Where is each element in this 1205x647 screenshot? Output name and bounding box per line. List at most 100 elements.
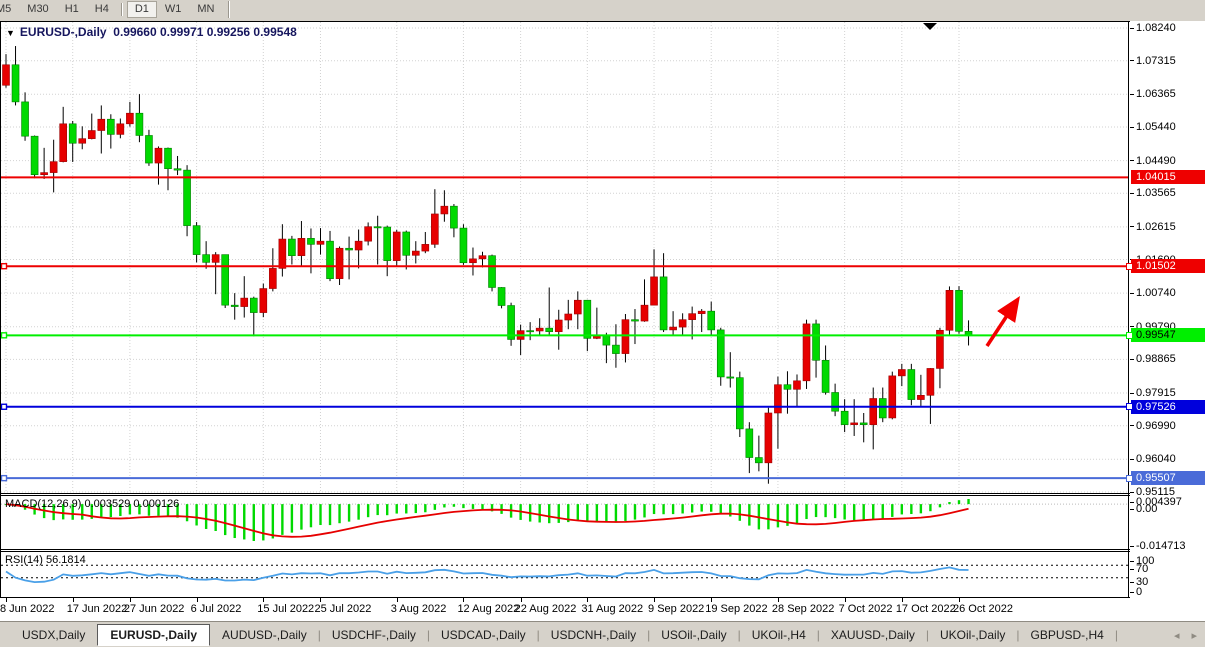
hline-handle[interactable] — [1, 474, 8, 482]
tab-UKOil-Daily[interactable]: UKOil-,Daily — [940, 627, 1006, 642]
tf-button-h1[interactable]: H1 — [64, 3, 79, 15]
tab-USDX-Daily[interactable]: USDX,Daily — [22, 627, 86, 642]
price-scale[interactable]: 1.08240 1.07315 1.06365 1.05440 1.04490 1.035… — [1126, 21, 1205, 618]
macd-histogram-bar — [729, 504, 732, 517]
candle — [926, 368, 935, 424]
candle — [612, 324, 620, 368]
candle — [278, 224, 287, 277]
tf-button-mn[interactable]: MN — [197, 3, 215, 15]
hline-handle[interactable] — [1126, 474, 1133, 482]
date-label: 3 Aug 2022 — [390, 603, 447, 615]
candle — [354, 229, 363, 269]
macd-histogram-bar — [281, 504, 284, 535]
hline-handle[interactable] — [1126, 403, 1133, 411]
main-chart-pane[interactable]: ▼ EURUSD-,Daily 0.99660 0.99971 0.99256 0… — [1, 22, 1128, 493]
price-tick-label: 0.98865 — [1130, 353, 1176, 366]
date-tick — [901, 598, 903, 602]
chart-shift-marker-icon[interactable] — [923, 23, 937, 30]
candle — [411, 241, 420, 264]
rsi-axis-label: 30 — [1130, 576, 1148, 589]
candle — [478, 251, 487, 268]
tab-GBPUSD-H4[interactable]: GBPUSD-,H4 — [1030, 627, 1104, 642]
candle — [269, 248, 277, 292]
hline-handle[interactable] — [1, 403, 8, 410]
candle — [345, 236, 353, 280]
macd-histogram-bar — [328, 504, 332, 526]
candle — [59, 106, 67, 163]
hline-handle[interactable] — [1126, 331, 1133, 339]
tf-button-m30[interactable]: M30 — [27, 3, 49, 15]
pane-border — [0, 549, 1205, 550]
hline-handle[interactable] — [1, 332, 8, 339]
date-label: 8 Jun 2022 — [0, 603, 55, 615]
candle — [240, 276, 249, 318]
tab-separator: | — [536, 627, 540, 642]
rsi-chart — [1, 564, 1128, 584]
tab-UKOil-H4[interactable]: UKOil-,H4 — [751, 627, 806, 642]
macd-histogram-bar — [548, 504, 551, 524]
macd-histogram-bar — [938, 504, 942, 508]
macd-histogram-bar — [843, 504, 846, 520]
tab-USOil-Daily[interactable]: USOil-,Daily — [661, 627, 727, 642]
date-tick — [463, 598, 465, 602]
tf-button-d1[interactable]: D1 — [126, 1, 157, 18]
macd-histogram-bar — [147, 504, 151, 516]
tf-button-h4[interactable]: H4 — [94, 3, 109, 15]
price-tick-label: 1.03565 — [1130, 187, 1176, 200]
chart-ohlc-title: ▼ EURUSD-,Daily 0.99660 0.99971 0.99256 0… — [6, 25, 297, 39]
date-axis[interactable]: 8 Jun 2022 17 Jun 2022 27 Jun 2022 6 Jul 20… — [0, 598, 1129, 619]
macd-histogram-bar — [300, 504, 303, 530]
date-label: 22 Aug 2022 — [514, 603, 577, 615]
macd-histogram-bar — [243, 504, 246, 540]
tab-USDCHF-Daily[interactable]: USDCHF-,Daily — [331, 627, 416, 642]
tab-XAUUSD-Daily[interactable]: XAUUSD-,Daily — [830, 627, 915, 642]
candle — [745, 422, 754, 474]
tf-button-m5[interactable]: M5 — [0, 3, 12, 15]
chart-symbol: EURUSD-,Daily — [19, 25, 107, 39]
date-tick — [196, 598, 198, 602]
rsi-label: RSI(14) 56.1814 — [5, 554, 86, 566]
symbol-menu-icon[interactable]: ▼ — [6, 28, 15, 38]
tab-separator: | — [647, 627, 651, 642]
candle — [583, 299, 592, 352]
macd-histogram-bar — [605, 504, 608, 522]
hline-handle[interactable] — [1, 263, 8, 270]
candle — [392, 229, 401, 266]
rsi-axis-label: 100 — [1130, 555, 1154, 568]
macd-histogram-bar — [262, 504, 265, 541]
tab-USDCNH-Daily[interactable]: USDCNH-,Daily — [550, 627, 637, 642]
macd-histogram-bar — [690, 504, 694, 513]
hline-handle[interactable] — [1126, 262, 1133, 270]
candlestick-chart[interactable] — [1, 22, 1128, 493]
macd-histogram-bar — [919, 504, 923, 514]
candle — [316, 228, 325, 255]
date-tick — [72, 598, 74, 602]
macd-histogram-bar — [671, 504, 675, 515]
macd-pane[interactable]: MACD(12,26,9) 0.003529 0.000126 — [1, 496, 1128, 549]
macd-histogram-bar — [71, 504, 74, 520]
tf-button-w1[interactable]: W1 — [164, 3, 182, 15]
tab-scroll-left-icon[interactable]: ◂ — [1173, 630, 1180, 642]
macd-histogram-bar — [81, 504, 84, 520]
tab-AUDUSD-Daily[interactable]: AUDUSD-,Daily — [222, 627, 307, 642]
candle — [326, 230, 334, 282]
candle — [97, 105, 106, 154]
rsi-pane[interactable]: RSI(14) 56.1814 — [1, 552, 1128, 597]
date-tick — [959, 598, 960, 602]
timeframe-toolbar: M5 M30 H1 H4 D1 W1 MN — [0, 0, 1205, 20]
tab-USDCAD-Daily[interactable]: USDCAD-,Daily — [440, 627, 526, 642]
tab-EURUSD-Daily[interactable]: EURUSD-,Daily — [97, 623, 211, 646]
candle — [659, 253, 668, 333]
tab-scroll-right-icon[interactable]: ▸ — [1191, 630, 1197, 642]
candle — [154, 146, 163, 185]
date-tick — [6, 598, 7, 602]
pane-border — [1128, 21, 1129, 598]
macd-histogram-bar — [176, 504, 179, 518]
candle — [707, 301, 716, 336]
candle — [11, 46, 20, 106]
trend-arrow[interactable] — [985, 295, 1020, 347]
price-tag-0.97526: 0.97526 — [1131, 399, 1205, 414]
macd-histogram-bar — [786, 504, 789, 526]
macd-histogram-bar — [100, 504, 103, 518]
